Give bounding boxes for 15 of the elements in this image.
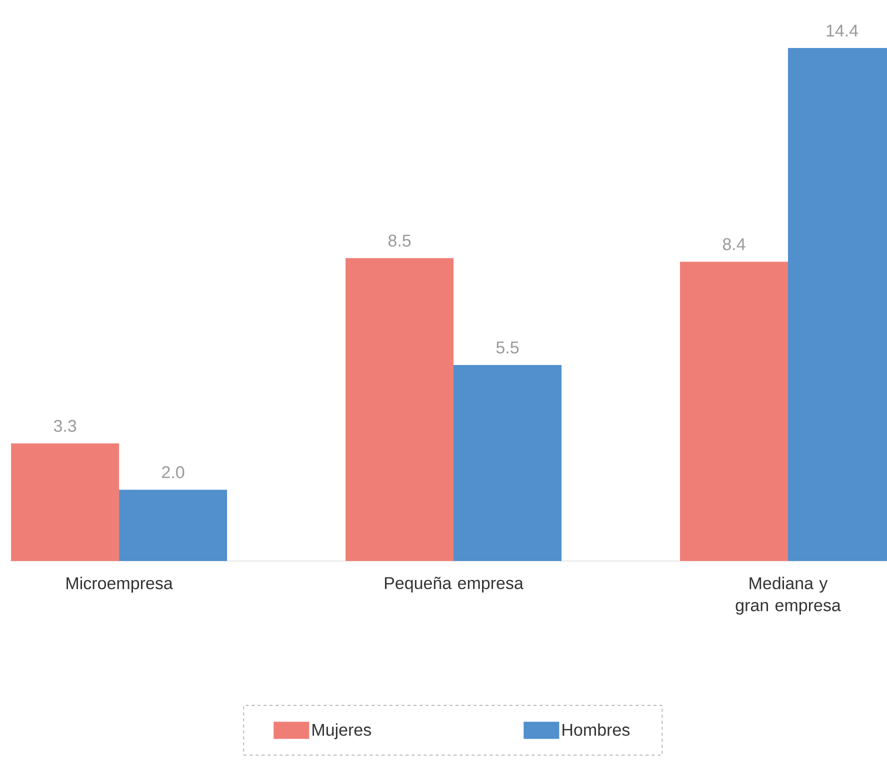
data-label: 8.5 bbox=[388, 234, 411, 247]
data-label: 3.3 bbox=[54, 420, 76, 432]
legend-label: Hombres bbox=[562, 723, 630, 736]
x-tick-label: Microempresa bbox=[66, 576, 173, 593]
bar bbox=[11, 443, 120, 561]
bar bbox=[119, 490, 228, 561]
data-label: 5.5 bbox=[496, 342, 519, 354]
bar bbox=[346, 258, 454, 561]
x-tick-label: Mediana y gran empresa bbox=[736, 576, 841, 615]
legend-label: Mujeres bbox=[312, 723, 372, 740]
x-tick-label: Pequeña empresa bbox=[384, 576, 524, 593]
bar bbox=[454, 365, 562, 561]
data-label: 8.4 bbox=[722, 238, 746, 250]
data-label: 14.4 bbox=[826, 24, 858, 36]
data-label: 2.0 bbox=[162, 466, 184, 478]
